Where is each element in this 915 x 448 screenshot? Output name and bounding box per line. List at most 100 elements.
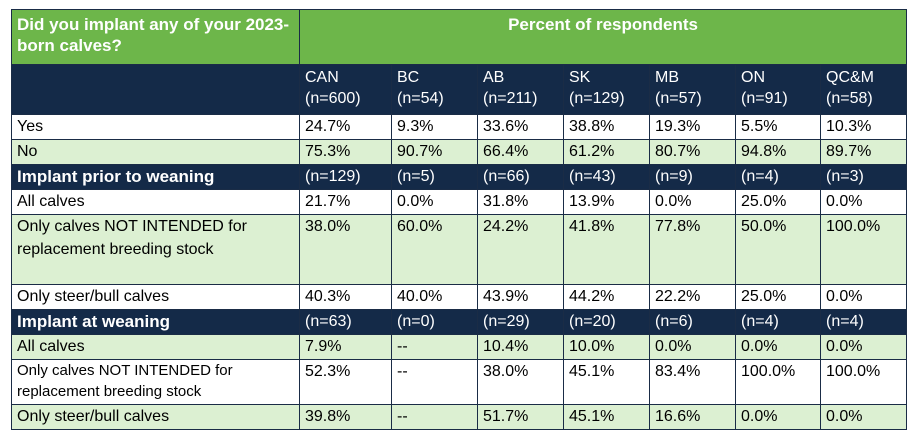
cell: 38.8% — [563, 114, 650, 140]
cell: (n=4) — [735, 164, 821, 190]
cell: 89.7% — [819, 139, 908, 165]
cell: (n=4) — [819, 309, 908, 335]
cell: 61.2% — [563, 139, 650, 165]
cell: 45.1% — [563, 404, 650, 430]
title-row: Did you implant any of your 2023-born ca… — [11, 9, 908, 65]
col-header-bc: BC (n=54) — [391, 64, 478, 115]
cell: 0.0% — [735, 334, 821, 360]
table-row: Only steer/bull calves 39.8% -- 51.7% 45… — [11, 404, 908, 430]
col-header-ab: AB (n=211) — [477, 64, 564, 115]
table-row: Only steer/bull calves 40.3% 40.0% 43.9%… — [11, 284, 908, 310]
table-row: All calves 7.9% -- 10.4% 10.0% 0.0% 0.0%… — [11, 334, 908, 360]
cell: 13.9% — [563, 189, 650, 215]
section-header-row: Implant prior to weaning (n=129) (n=5) (… — [11, 164, 908, 190]
cell: 0.0% — [649, 334, 736, 360]
cell: 10.0% — [563, 334, 650, 360]
cell: (n=29) — [477, 309, 564, 335]
column-header-row: CAN (n=600) BC (n=54) AB (n=211) SK (n=129) … — [11, 64, 908, 115]
row-label: All calves — [11, 189, 300, 215]
cell: 31.8% — [477, 189, 564, 215]
cell: 94.8% — [735, 139, 821, 165]
table-row: Yes 24.7% 9.3% 33.6% 38.8% 19.3% 5.5% 10… — [11, 114, 908, 140]
cell: 0.0% — [819, 189, 908, 215]
cell: 44.2% — [563, 284, 650, 310]
question-title: Did you implant any of your 2023-born ca… — [11, 9, 300, 65]
table-row: Only calves NOT INTENDED for replacement… — [11, 214, 908, 285]
cell: (n=0) — [391, 309, 478, 335]
cell: 50.0% — [735, 214, 821, 285]
cell: 33.6% — [477, 114, 564, 140]
cell: 38.0% — [299, 214, 392, 285]
cell: (n=43) — [563, 164, 650, 190]
cell: 7.9% — [299, 334, 392, 360]
cell: 19.3% — [649, 114, 736, 140]
percent-header: Percent of respondents — [298, 9, 908, 65]
cell: 0.0% — [819, 334, 908, 360]
cell: 80.7% — [649, 139, 736, 165]
table-row: No 75.3% 90.7% 66.4% 61.2% 80.7% 94.8% 8… — [11, 139, 908, 165]
col-header-mb: MB (n=57) — [649, 64, 736, 115]
row-label: Yes — [11, 114, 300, 140]
cell: 0.0% — [735, 404, 821, 430]
cell: 52.3% — [299, 359, 392, 405]
cell: -- — [391, 334, 478, 360]
row-label: Only calves NOT INTENDED for replacement… — [11, 359, 300, 405]
cell: -- — [391, 359, 478, 405]
col-header-sk: SK (n=129) — [563, 64, 650, 115]
cell: 100.0% — [819, 359, 908, 405]
section-header-row: Implant at weaning (n=63) (n=0) (n=29) (… — [11, 309, 908, 335]
col-header-qcm: QC&M (n=58) — [819, 64, 908, 115]
row-label: Only steer/bull calves — [11, 404, 300, 430]
cell: 24.7% — [299, 114, 392, 140]
cell: 0.0% — [819, 284, 908, 310]
row-label: Only calves NOT INTENDED for replacement… — [11, 214, 300, 285]
cell: (n=9) — [649, 164, 736, 190]
cell: 0.0% — [649, 189, 736, 215]
table-row: All calves 21.7% 0.0% 31.8% 13.9% 0.0% 2… — [11, 189, 908, 215]
cell: 38.0% — [477, 359, 564, 405]
cell: 66.4% — [477, 139, 564, 165]
cell: 100.0% — [819, 214, 908, 285]
col-header-on: ON (n=91) — [735, 64, 821, 115]
cell: 16.6% — [649, 404, 736, 430]
cell: 83.4% — [649, 359, 736, 405]
cell: 75.3% — [299, 139, 392, 165]
cell: (n=6) — [649, 309, 736, 335]
cell: 5.5% — [735, 114, 821, 140]
cell: 45.1% — [563, 359, 650, 405]
cell: 90.7% — [391, 139, 478, 165]
cell: (n=66) — [477, 164, 564, 190]
cell: 77.8% — [649, 214, 736, 285]
section-label: Implant prior to weaning — [11, 164, 300, 190]
cell: 10.4% — [477, 334, 564, 360]
cell: 10.3% — [819, 114, 908, 140]
col-header-can: CAN (n=600) — [299, 64, 392, 115]
cell: 40.0% — [391, 284, 478, 310]
row-label: Only steer/bull calves — [11, 284, 300, 310]
row-label: All calves — [11, 334, 300, 360]
cell: 41.8% — [563, 214, 650, 285]
header-blank-cell — [11, 64, 300, 115]
cell: 25.0% — [735, 189, 821, 215]
row-label: No — [11, 139, 300, 165]
cell: (n=3) — [819, 164, 908, 190]
cell: (n=5) — [391, 164, 478, 190]
section-label: Implant at weaning — [11, 309, 300, 335]
cell: (n=63) — [299, 309, 392, 335]
cell: (n=4) — [735, 309, 821, 335]
cell: 0.0% — [391, 189, 478, 215]
table-row: Only calves NOT INTENDED for replacement… — [11, 359, 908, 405]
cell: 100.0% — [735, 359, 821, 405]
cell: (n=20) — [563, 309, 650, 335]
cell: 40.3% — [299, 284, 392, 310]
cell: 43.9% — [477, 284, 564, 310]
cell: 22.2% — [649, 284, 736, 310]
cell: 51.7% — [477, 404, 564, 430]
cell: 24.2% — [477, 214, 564, 285]
survey-table: Did you implant any of your 2023-born ca… — [11, 9, 908, 430]
cell: -- — [391, 404, 478, 430]
cell: 0.0% — [819, 404, 908, 430]
cell: 21.7% — [299, 189, 392, 215]
cell: (n=129) — [299, 164, 392, 190]
cell: 60.0% — [391, 214, 478, 285]
